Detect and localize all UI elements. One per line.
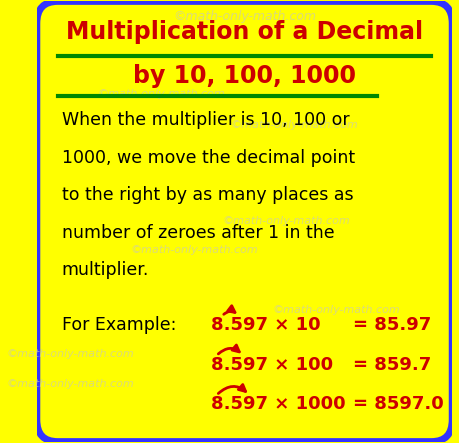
Text: = 85.97: = 85.97 <box>353 316 431 334</box>
Text: ©math-only-math.com: ©math-only-math.com <box>98 89 225 99</box>
Text: to the right by as many places as: to the right by as many places as <box>62 186 353 204</box>
FancyArrowPatch shape <box>218 345 239 354</box>
Text: When the multiplier is 10, 100 or: When the multiplier is 10, 100 or <box>62 111 349 129</box>
Text: by 10, 100, 1000: by 10, 100, 1000 <box>133 64 356 88</box>
Text: = 8597.0: = 8597.0 <box>353 395 443 413</box>
Text: ©math-only-math.com: ©math-only-math.com <box>6 379 134 389</box>
Text: = 859.7: = 859.7 <box>353 356 431 373</box>
Text: number of zeroes after 1 in the: number of zeroes after 1 in the <box>62 224 334 241</box>
Text: ©math-only-math.com: ©math-only-math.com <box>131 245 258 255</box>
Text: ©math-only-math.com: ©math-only-math.com <box>230 120 358 130</box>
FancyArrowPatch shape <box>218 385 246 393</box>
Text: Multiplication of a Decimal: Multiplication of a Decimal <box>66 20 423 44</box>
Text: 8.597 × 100: 8.597 × 100 <box>211 356 333 373</box>
Text: multiplier.: multiplier. <box>62 261 149 279</box>
FancyBboxPatch shape <box>37 1 452 442</box>
Text: 8.597 × 10: 8.597 × 10 <box>211 316 321 334</box>
Text: For Example:: For Example: <box>62 316 176 334</box>
Text: ©math-only-math.com: ©math-only-math.com <box>6 349 134 358</box>
FancyArrowPatch shape <box>224 306 235 314</box>
Text: ©math-only-math.com: ©math-only-math.com <box>222 217 350 226</box>
Text: ©math-only-math.com: ©math-only-math.com <box>272 304 400 315</box>
Text: 1000, we move the decimal point: 1000, we move the decimal point <box>62 149 355 167</box>
Text: 8.597 × 1000: 8.597 × 1000 <box>211 395 346 413</box>
Text: ©math-only-math.com: ©math-only-math.com <box>173 10 316 23</box>
